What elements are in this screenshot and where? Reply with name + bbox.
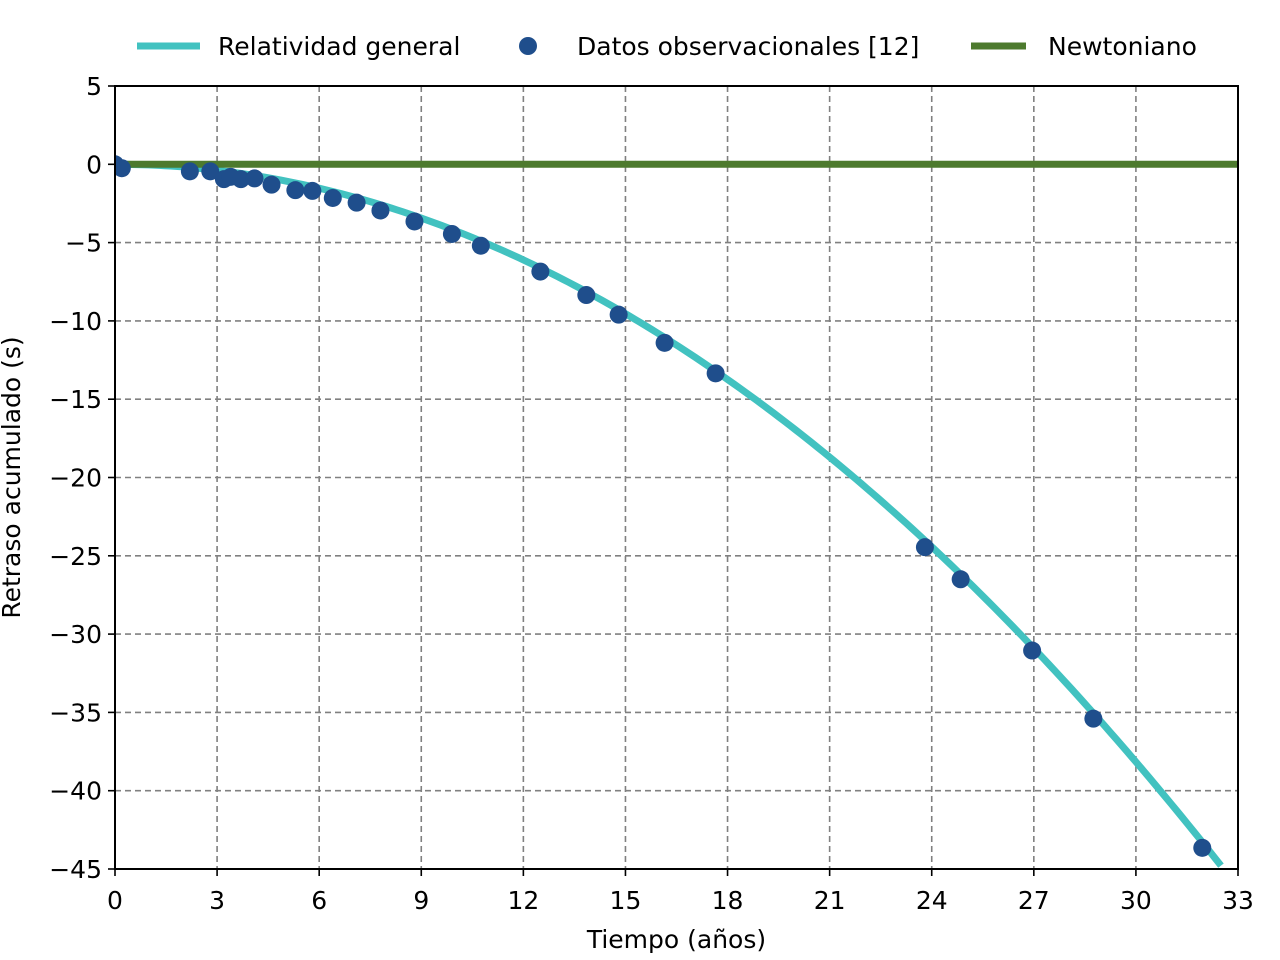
data-point (231, 170, 250, 189)
x-tick-label: 18 (712, 886, 744, 915)
legend-label-datos-observacionales: Datos observacionales [12] (577, 32, 919, 61)
y-axis-label: Retraso acumulado (s) (0, 336, 26, 618)
data-point (655, 333, 674, 352)
y-tick-label: −20 (49, 464, 102, 493)
data-point (262, 175, 281, 194)
series-lines (115, 160, 1238, 868)
y-tick-label: −5 (65, 229, 102, 258)
x-tick-label: 12 (507, 886, 539, 915)
y-axis: 5 0 −5 −10 −15 −20 −25 −30 −35 −40 −45 (49, 72, 115, 884)
y-tick-label: −45 (49, 855, 102, 884)
x-tick-label: 27 (1018, 886, 1050, 915)
legend: Relatividad general Datos observacionale… (137, 32, 1197, 61)
y-tick-label: −25 (49, 542, 102, 571)
data-point (577, 286, 596, 305)
series-line-relatividad-general (115, 160, 1224, 868)
x-tick-label: 9 (413, 886, 429, 915)
series-points (115, 155, 1212, 857)
x-tick-label: 24 (916, 886, 948, 915)
data-point (951, 570, 970, 589)
x-tick-label: 15 (610, 886, 642, 915)
x-tick-label: 33 (1222, 886, 1254, 915)
y-tick-label: 0 (86, 150, 102, 179)
x-tick-label: 6 (311, 886, 327, 915)
data-point (405, 212, 424, 231)
grid (115, 86, 1238, 869)
data-point (442, 224, 461, 243)
y-tick-label: −10 (49, 307, 102, 336)
data-point (609, 305, 628, 324)
data-point (286, 181, 305, 200)
data-point (471, 236, 490, 255)
y-tick-label: −40 (49, 777, 102, 806)
legend-label-relatividad-general: Relatividad general (218, 32, 460, 61)
x-tick-label: 0 (107, 886, 123, 915)
x-axis: 0 3 6 9 12 15 18 21 24 27 30 33 (107, 869, 1254, 915)
y-tick-label: −30 (49, 620, 102, 649)
legend-swatch-datos-observacionales (519, 37, 537, 55)
data-point (1193, 838, 1212, 857)
x-tick-label: 3 (209, 886, 225, 915)
data-point (245, 169, 264, 188)
y-tick-label: 5 (86, 72, 102, 101)
data-point (115, 159, 131, 178)
data-point (531, 262, 550, 281)
data-point (915, 538, 934, 557)
data-point (180, 162, 199, 181)
data-point (1084, 709, 1103, 728)
x-axis-label: Tiempo (años) (586, 925, 766, 954)
data-point (303, 181, 322, 200)
x-tick-label: 30 (1120, 886, 1152, 915)
data-point (706, 364, 725, 383)
data-point (1023, 641, 1042, 660)
data-point (201, 162, 220, 181)
x-tick-label: 21 (814, 886, 846, 915)
data-point (371, 201, 390, 220)
y-tick-label: −35 (49, 698, 102, 727)
y-tick-label: −15 (49, 385, 102, 414)
legend-label-newtoniano: Newtoniano (1048, 32, 1197, 61)
data-point (323, 188, 342, 207)
data-point (347, 193, 366, 212)
